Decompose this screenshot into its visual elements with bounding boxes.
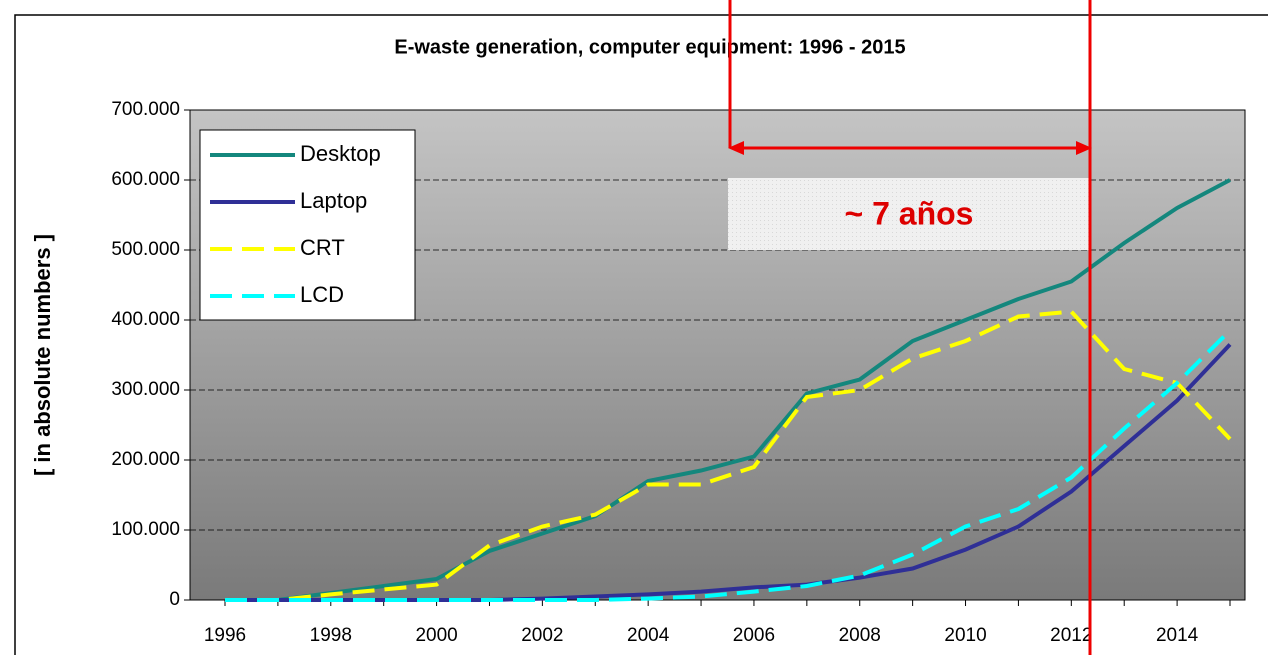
arrow-head: [1076, 141, 1092, 155]
y-tick-label: 300.000: [111, 379, 180, 400]
legend-box: [199, 129, 416, 321]
legend-label: Laptop: [300, 188, 367, 213]
y-tick-label: 600.000: [111, 169, 180, 190]
x-tick-label: 2004: [627, 625, 670, 646]
y-tick-label: 200.000: [111, 449, 180, 470]
annotation-box: [728, 178, 1090, 250]
y-tick-label: 100.000: [111, 519, 180, 540]
x-tick-label: 2006: [733, 625, 775, 646]
x-tick-label: 2000: [415, 625, 457, 646]
x-tick-label: 2014: [1156, 625, 1199, 646]
x-tick-label: 2002: [521, 625, 563, 646]
y-tick-label: 500.000: [111, 239, 180, 260]
chart-title: E-waste generation, computer equipment: …: [394, 36, 905, 58]
legend: Desktop Laptop CRT LCD: [199, 129, 416, 321]
series-line: [225, 178, 1231, 602]
y-tick-label: 0: [169, 589, 180, 610]
x-tick-label: 1996: [204, 625, 246, 646]
arrow-head: [728, 141, 744, 155]
series-line: [225, 309, 1232, 602]
x-tick-label: 2012: [1050, 625, 1092, 646]
legend-label: Desktop: [300, 141, 381, 166]
y-tick-label: 400.000: [111, 309, 180, 330]
x-tick-label: 2008: [839, 625, 881, 646]
legend-label: LCD: [300, 282, 344, 307]
y-tick-label: 700.000: [111, 99, 180, 120]
x-tick-label: 2010: [944, 625, 986, 646]
legend-label: CRT: [300, 235, 345, 260]
plot: 0 100.000 200.000 300.000 400.000 500.000 600.…: [111, 99, 1245, 646]
x-tick-label: 1998: [310, 625, 352, 646]
series-line: [225, 329, 1232, 602]
annotation-group: ~ 7 años: [728, 0, 1092, 655]
y-axis-label: [ in absolute numbers ]: [30, 234, 55, 476]
annotation-text: ~ 7 años: [845, 195, 974, 231]
